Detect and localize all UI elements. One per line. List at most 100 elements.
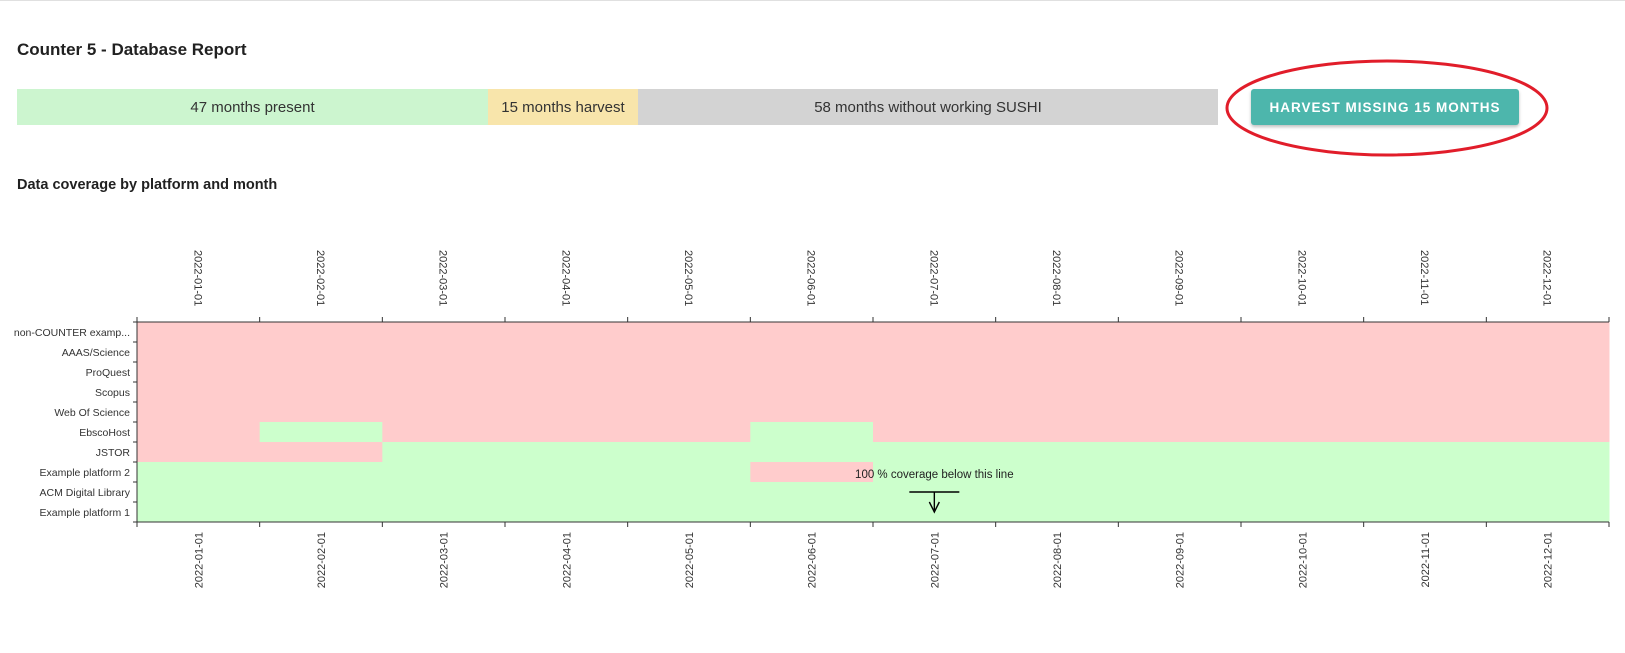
y-tick-label: Web Of Science — [54, 407, 130, 419]
heatmap-cell — [1241, 442, 1365, 463]
heatmap-cell — [995, 362, 1119, 383]
months-harvest-segment: 15 months harvest — [488, 89, 638, 125]
heatmap-cell — [1486, 402, 1610, 423]
heatmap-cell — [137, 462, 261, 483]
heatmap-cell — [1118, 502, 1242, 523]
coverage-heatmap: non-COUNTER examp... AAAS/Science ProQuest… — [14, 250, 1610, 588]
heatmap-cell — [627, 342, 751, 363]
heatmap-cell — [1118, 342, 1242, 363]
heatmap-cell — [627, 442, 751, 463]
top-x-tick-label: 2022-07-01 — [927, 250, 939, 306]
heatmap-cell — [1363, 362, 1487, 383]
heatmap-cell — [259, 442, 383, 463]
heatmap-cell — [1486, 462, 1610, 483]
harvest-missing-button[interactable]: HARVEST MISSING 15 MONTHS — [1251, 89, 1519, 125]
bottom-x-tick-label: 2022-09-01 — [1175, 532, 1187, 588]
heatmap-cell — [1118, 322, 1242, 343]
bottom-x-tick-label: 2022-04-01 — [561, 532, 573, 588]
heatmap-cell — [1486, 362, 1610, 383]
heatmap-cell — [1363, 502, 1487, 523]
top-x-tick-label: 2022-10-01 — [1295, 250, 1307, 306]
y-tick-label: Example platform 1 — [40, 507, 131, 519]
bottom-x-tick-label: 2022-03-01 — [439, 532, 451, 588]
heatmap-cell — [750, 442, 874, 463]
heatmap-cell — [873, 362, 997, 383]
heatmap-cell — [505, 442, 629, 463]
bottom-x-tick-label: 2022-05-01 — [684, 532, 696, 588]
heatmap-cell — [137, 402, 261, 423]
heatmap-cell — [137, 482, 261, 503]
heatmap-cell — [137, 502, 261, 523]
heatmap-cell — [1241, 382, 1365, 403]
y-tick-label: Scopus — [95, 387, 130, 399]
top-x-tick-label: 2022-12-01 — [1541, 250, 1553, 306]
heatmap-cell — [137, 382, 261, 403]
heatmap-cell — [259, 482, 383, 503]
heatmap-cell — [1241, 362, 1365, 383]
top-x-tick-label: 2022-08-01 — [1050, 250, 1062, 306]
heatmap-cell — [750, 462, 874, 483]
heatmap-cell — [382, 462, 506, 483]
heatmap-cell — [1486, 502, 1610, 523]
heatmap-cell — [873, 322, 997, 343]
heatmap-cell — [505, 402, 629, 423]
heatmap-cell — [750, 362, 874, 383]
top-x-tick-label: 2022-03-01 — [437, 250, 449, 306]
heatmap-cell — [627, 362, 751, 383]
heatmap-cell — [382, 362, 506, 383]
y-tick-label: AAAS/Science — [62, 347, 130, 359]
bottom-x-tick-label: 2022-07-01 — [929, 532, 941, 588]
top-x-tick-label: 2022-02-01 — [314, 250, 326, 306]
heatmap-cell — [505, 342, 629, 363]
y-tick-label: EbscoHost — [79, 427, 130, 439]
heatmap-cell — [259, 462, 383, 483]
heatmap-cell — [1363, 382, 1487, 403]
heatmap-cell — [137, 422, 261, 443]
top-x-tick-label: 2022-01-01 — [191, 250, 203, 306]
heatmap-cell — [995, 422, 1119, 443]
heatmap-cell — [995, 502, 1119, 523]
heatmap-cell — [505, 462, 629, 483]
heatmap-cell — [382, 322, 506, 343]
bottom-x-tick-label: 2022-11-01 — [1420, 532, 1432, 587]
heatmap-cell — [1118, 482, 1242, 503]
bottom-x-tick-label: 2022-12-01 — [1543, 532, 1555, 588]
heatmap-cell — [259, 422, 383, 443]
heatmap-cell — [1486, 482, 1610, 503]
heatmap-cell — [382, 342, 506, 363]
top-x-tick-label: 2022-09-01 — [1173, 250, 1185, 306]
heatmap-cell — [1486, 382, 1610, 403]
heatmap-cell — [873, 462, 997, 483]
heatmap-cell — [1486, 342, 1610, 363]
heatmap-cell — [1118, 402, 1242, 423]
y-tick-label: non-COUNTER examp... — [14, 327, 130, 339]
heatmap-cell — [1118, 462, 1242, 483]
coverage-section-title: Data coverage by platform and month — [17, 177, 278, 193]
heatmap-cell — [137, 362, 261, 383]
months-present-segment: 47 months present — [17, 89, 488, 125]
heatmap-cell — [873, 422, 997, 443]
heatmap-cell — [627, 382, 751, 403]
heatmap-cell — [995, 482, 1119, 503]
heatmap-cell — [1363, 482, 1487, 503]
heatmap-cell — [750, 382, 874, 403]
heatmap-cell — [750, 482, 874, 503]
heatmap-cell — [382, 482, 506, 503]
heatmap-cell — [1363, 462, 1487, 483]
heatmap-cell — [1363, 442, 1487, 463]
heatmap-cell — [627, 462, 751, 483]
heatmap-cell — [259, 382, 383, 403]
heatmap-cell — [382, 422, 506, 443]
heatmap-cell — [627, 482, 751, 503]
heatmap-cell — [1241, 502, 1365, 523]
coverage-annotation-label: 100 % coverage below this line — [855, 469, 1014, 481]
heatmap-cell — [505, 502, 629, 523]
arrow-down-icon — [928, 501, 940, 514]
heatmap-cell — [1118, 382, 1242, 403]
heatmap-cell — [1241, 462, 1365, 483]
heatmap-cell — [1118, 422, 1242, 443]
y-tick-label: JSTOR — [96, 447, 131, 459]
heatmap-cell — [137, 342, 261, 363]
heatmap-cell — [382, 402, 506, 423]
heatmap-cell — [873, 442, 997, 463]
